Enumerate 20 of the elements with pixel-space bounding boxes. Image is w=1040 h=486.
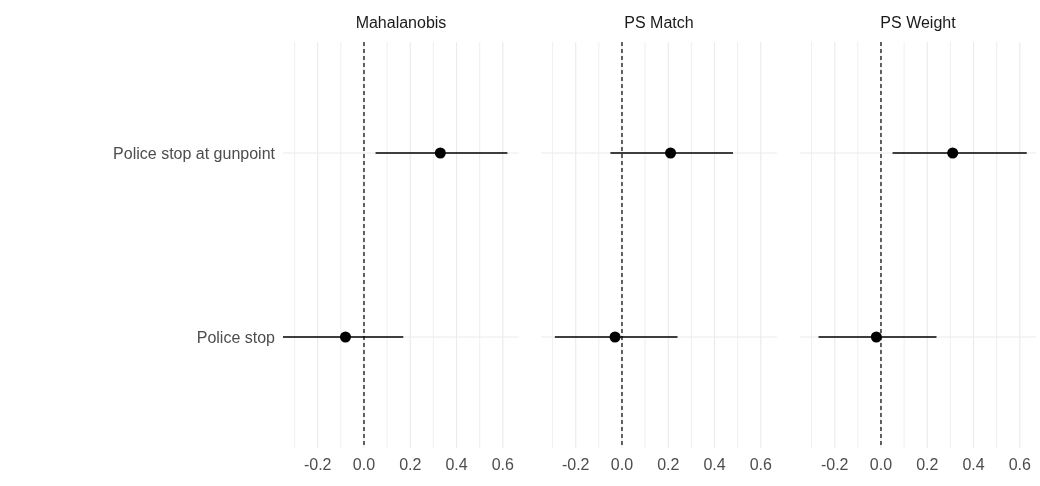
x-tick-label: 0.4: [445, 456, 468, 473]
y-tick-label: Police stop at gunpoint: [113, 145, 276, 162]
x-tick-label: 0.2: [916, 456, 939, 473]
x-tick-label: 0.6: [749, 456, 773, 473]
x-tick-label: -0.2: [303, 456, 332, 473]
x-tick-label: 0.0: [869, 456, 893, 473]
chart-title: PS Match: [624, 14, 694, 31]
x-tick-label: 0.4: [962, 456, 985, 473]
chart-title: Mahalanobis: [355, 14, 447, 31]
x-tick-label: 0.2: [657, 456, 680, 473]
y-tick-label: Police stop: [196, 329, 276, 346]
x-tick-label: -0.2: [561, 456, 590, 473]
x-tick-label: 0.6: [1008, 456, 1032, 473]
chart-title: PS Weight: [880, 14, 957, 31]
x-tick-label: 0.6: [491, 456, 515, 473]
x-tick-label: 0.2: [399, 456, 422, 473]
x-tick-label: 0.0: [610, 456, 634, 473]
x-tick-label: -0.2: [820, 456, 849, 473]
x-tick-label: 0.4: [703, 456, 726, 473]
x-tick-label: 0.0: [352, 456, 376, 473]
